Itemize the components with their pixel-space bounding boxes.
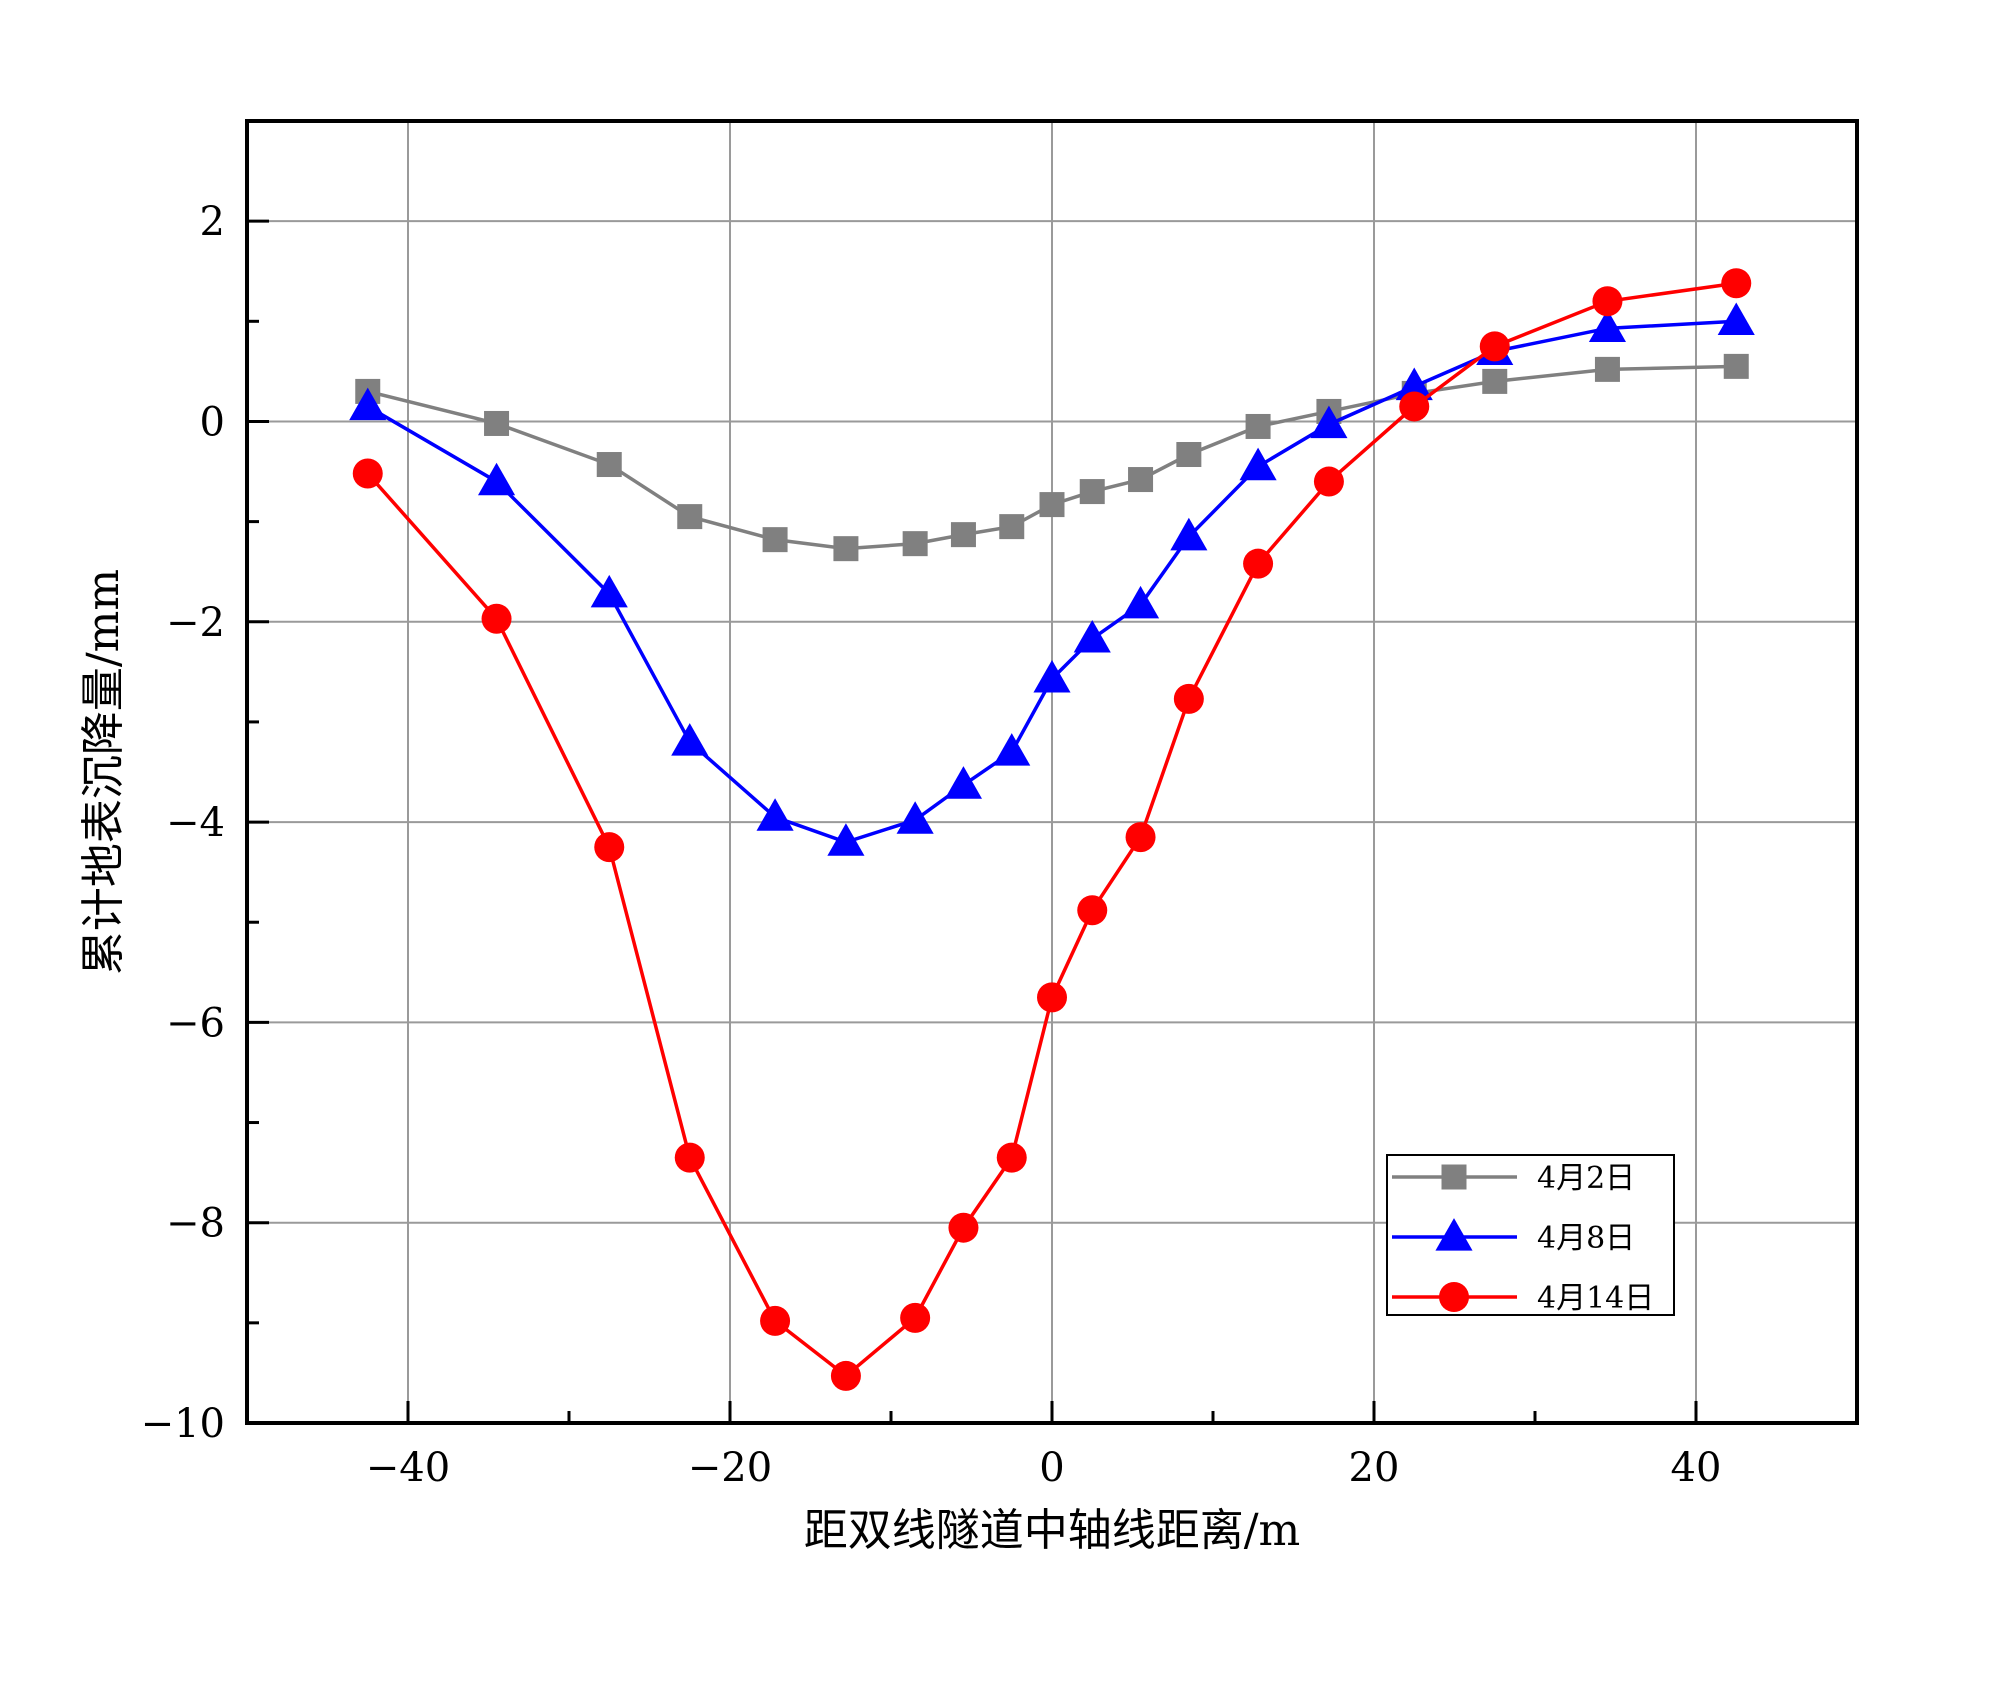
y-tick-label: −2 bbox=[166, 600, 225, 646]
legend-marker bbox=[1441, 1164, 1467, 1190]
data-point bbox=[671, 723, 709, 756]
data-point bbox=[1592, 286, 1623, 317]
data-point bbox=[1176, 442, 1202, 468]
legend-marker bbox=[1435, 1218, 1473, 1251]
data-point bbox=[1037, 982, 1067, 1013]
y-tick-label: −10 bbox=[141, 1401, 225, 1447]
data-point bbox=[756, 798, 794, 831]
data-point bbox=[1310, 405, 1348, 439]
data-point bbox=[484, 410, 510, 436]
data-point bbox=[996, 1142, 1027, 1173]
data-point bbox=[590, 574, 628, 608]
x-tick-label: 20 bbox=[1349, 1445, 1400, 1491]
legend-label: 4月2日 bbox=[1537, 1161, 1635, 1196]
data-point bbox=[762, 527, 788, 553]
data-point bbox=[1717, 302, 1755, 335]
legend-label: 4月14日 bbox=[1537, 1281, 1654, 1316]
data-point bbox=[950, 522, 976, 548]
data-point bbox=[1479, 331, 1510, 362]
legend-marker bbox=[1439, 1282, 1469, 1312]
data-point bbox=[896, 801, 934, 834]
data-point bbox=[1039, 492, 1065, 518]
x-tick-label: 40 bbox=[1671, 1445, 1722, 1491]
data-point bbox=[948, 1212, 979, 1243]
data-point bbox=[481, 603, 512, 634]
legend: 4月2日 4月8日 4月14日 bbox=[1386, 1154, 1675, 1316]
data-point bbox=[830, 1360, 861, 1391]
data-point bbox=[674, 1142, 705, 1173]
data-point bbox=[900, 1302, 931, 1333]
data-point bbox=[1721, 268, 1752, 299]
x-axis-title: 距双线隧道中轴线距离/m bbox=[804, 1505, 1301, 1556]
x-tick-label: 0 bbox=[1039, 1445, 1064, 1491]
data-point bbox=[1588, 309, 1627, 342]
tick-labels: −40 −20 0 20 40−10−8−6−4−202 bbox=[141, 199, 1722, 1491]
data-point bbox=[993, 733, 1031, 766]
y-tick-label: 0 bbox=[200, 399, 225, 445]
data-point bbox=[1073, 619, 1111, 653]
series-3 bbox=[352, 268, 1752, 1391]
data-point bbox=[1170, 517, 1208, 551]
data-point bbox=[349, 387, 387, 421]
data-point bbox=[1399, 391, 1430, 422]
data-point bbox=[760, 1305, 791, 1336]
data-point bbox=[1594, 356, 1620, 382]
data-point bbox=[1243, 548, 1274, 579]
y-tick-label: −6 bbox=[166, 1000, 225, 1046]
data-point bbox=[596, 452, 622, 478]
data-point bbox=[594, 832, 625, 863]
data-point bbox=[352, 458, 383, 489]
data-point bbox=[1395, 367, 1433, 401]
data-point bbox=[902, 531, 928, 557]
data-point bbox=[1313, 466, 1344, 497]
data-point bbox=[1128, 467, 1154, 493]
legend-box bbox=[1386, 1154, 1675, 1316]
data-point bbox=[1245, 413, 1271, 439]
ticks bbox=[245, 119, 1859, 1425]
data-point bbox=[1077, 895, 1108, 926]
data-point bbox=[999, 514, 1025, 540]
data-point bbox=[1239, 447, 1277, 481]
data-point bbox=[677, 504, 703, 530]
legend-item: 4月2日 bbox=[1392, 1161, 1635, 1196]
data-point bbox=[944, 766, 983, 799]
data-point bbox=[1079, 479, 1105, 505]
y-axis-title: 累计地表沉降量/mm bbox=[78, 569, 129, 975]
legend-label: 4月8日 bbox=[1537, 1221, 1635, 1256]
data-point bbox=[477, 462, 516, 496]
y-tick-label: 2 bbox=[200, 199, 225, 245]
data-point bbox=[1121, 585, 1160, 619]
data-point bbox=[1173, 683, 1204, 714]
y-tick-label: −8 bbox=[166, 1201, 225, 1247]
data-point bbox=[833, 536, 859, 562]
legend-item: 4月8日 bbox=[1392, 1218, 1635, 1256]
data-point bbox=[1482, 368, 1508, 394]
legend-item: 4月14日 bbox=[1392, 1281, 1654, 1316]
data-point bbox=[1723, 353, 1749, 379]
series-layer bbox=[349, 268, 1755, 1391]
data-point bbox=[827, 823, 865, 856]
data-point bbox=[1033, 660, 1071, 693]
x-tick-label: −20 bbox=[688, 1445, 772, 1491]
data-point bbox=[1125, 822, 1156, 853]
y-tick-label: −4 bbox=[166, 800, 225, 846]
x-tick-label: −40 bbox=[366, 1445, 450, 1491]
